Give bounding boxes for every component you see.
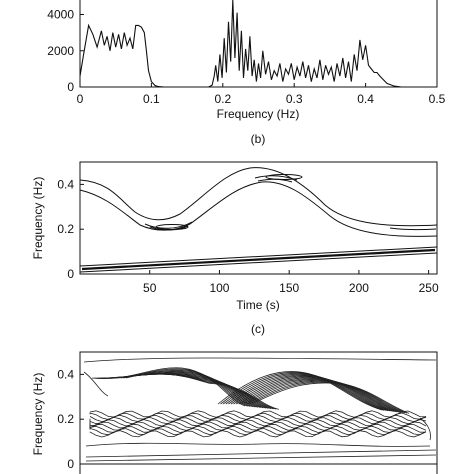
tf-c-y-tick-label: 0 (67, 267, 74, 281)
tf-c-sine-outer-lower (79, 181, 438, 237)
tf-c-axes-frame (79, 161, 438, 275)
spectrum-series-line (79, 0, 437, 88)
tf-d-ripple-contour (89, 423, 427, 431)
tf-c-y-ticks: 0 0.2 0.4 (57, 177, 84, 281)
tf-d-arch-contour-right (251, 382, 410, 414)
tf-c-contours (79, 167, 438, 273)
tf-d-arch-contour-right (243, 379, 403, 413)
tf-d-ripple-contour (89, 419, 427, 427)
spectrum-y-tick-label: 2000 (47, 44, 74, 58)
tf-c-linear-chirp-core (81, 248, 436, 271)
tf-panel-c: 50 100 150 200 250 0 0.2 0.4 Time (s) (c) Freq… (31, 161, 439, 336)
tf-c-x-tick-label: 100 (209, 281, 229, 295)
spectrum-y-tick-label: 0 (67, 80, 74, 94)
tf-d-y-tick-label: 0 (67, 457, 74, 471)
tf-d-edge-contour (83, 371, 431, 441)
tf-c-sine-inner-a (144, 175, 298, 229)
tf-c-x-tick-label: 150 (279, 281, 299, 295)
tf-c-x-tick-label: 50 (143, 281, 157, 295)
caption-c: (c) (251, 322, 265, 336)
tf-d-ripple-contour (89, 410, 427, 418)
spectrum-x-tick-label: 0 (77, 92, 84, 106)
spectrum-x-tick-label: 0.4 (357, 92, 374, 106)
tf-c-ylabel: Frequency (Hz) (31, 177, 45, 260)
tf-d-arch-contour-right (241, 379, 401, 413)
tf-c-linear-chirp-lower (79, 252, 438, 273)
spectrum-xlabel: Frequency (Hz) (217, 107, 300, 121)
spectrum-x-tick-label: 0.5 (429, 92, 446, 106)
tf-c-linear-chirp-upper (79, 246, 438, 267)
tf-d-arch-contour-left (125, 373, 279, 410)
tf-c-x-ticks: 50 100 150 200 250 (143, 270, 439, 295)
tf-c-x-tick-label: 200 (349, 281, 369, 295)
tf-d-arch-contour-right (246, 380, 406, 414)
tf-d-y-tick-label: 0.2 (57, 412, 74, 426)
spectrum-panel: 0 0.1 0.2 0.3 0.4 0.5 0 2000 4000 Frequency (Hz… (47, 0, 446, 146)
tf-d-top-contour (83, 357, 437, 363)
tf-d-ripple-contour (89, 427, 427, 436)
tf-d-axes-frame (79, 351, 438, 474)
tf-d-contours (83, 357, 437, 462)
tf-d-lower-contour (85, 442, 431, 447)
spectrum-x-tick-label: 0.1 (143, 92, 160, 106)
tf-c-xlabel: Time (s) (236, 298, 280, 312)
tf-c-y-tick-label: 0.2 (57, 222, 74, 236)
spectrum-axes-frame (79, 0, 438, 88)
tf-c-x-tick-label: 250 (419, 281, 439, 295)
spectrum-y-tick-label: 4000 (47, 8, 74, 22)
tf-d-linear-chirp-contour (85, 454, 437, 462)
tf-c-y-tick-label: 0.4 (57, 177, 74, 191)
tf-d-ylabel: Frequency (Hz) (31, 373, 45, 456)
tf-d-arch-contour-right (249, 381, 408, 414)
tf-c-sine-trough-core (155, 224, 189, 230)
tf-d-linear-chirp-contour (85, 449, 437, 458)
tf-d-y-ticks: 0 0.2 0.4 (57, 367, 84, 471)
spectrum-x-tick-label: 0.2 (214, 92, 231, 106)
tf-panel-d: 0 0.2 0.4 Frequency (Hz) (31, 351, 438, 474)
tf-d-ripple-contour (89, 430, 427, 438)
spectrum-x-tick-label: 0.3 (286, 92, 303, 106)
spectrum-y-ticks: 0 2000 4000 (47, 8, 84, 94)
tf-d-y-tick-label: 0.4 (57, 367, 74, 381)
caption-b: (b) (251, 132, 266, 146)
spectrum-x-ticks: 0 0.1 0.2 0.3 0.4 0.5 (77, 83, 446, 106)
tf-c-sine-outer-upper (79, 167, 438, 227)
tf-c-sine-peak-core (265, 174, 303, 180)
